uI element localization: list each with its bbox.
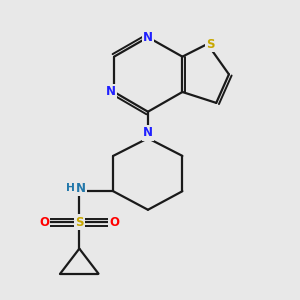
Text: H: H [66,183,75,193]
Text: O: O [39,216,49,229]
Text: S: S [206,38,214,50]
Text: N: N [143,126,153,140]
Text: S: S [75,216,84,229]
Text: N: N [76,182,86,195]
Text: O: O [110,216,120,229]
Text: N: N [106,85,116,98]
Text: N: N [143,31,153,44]
